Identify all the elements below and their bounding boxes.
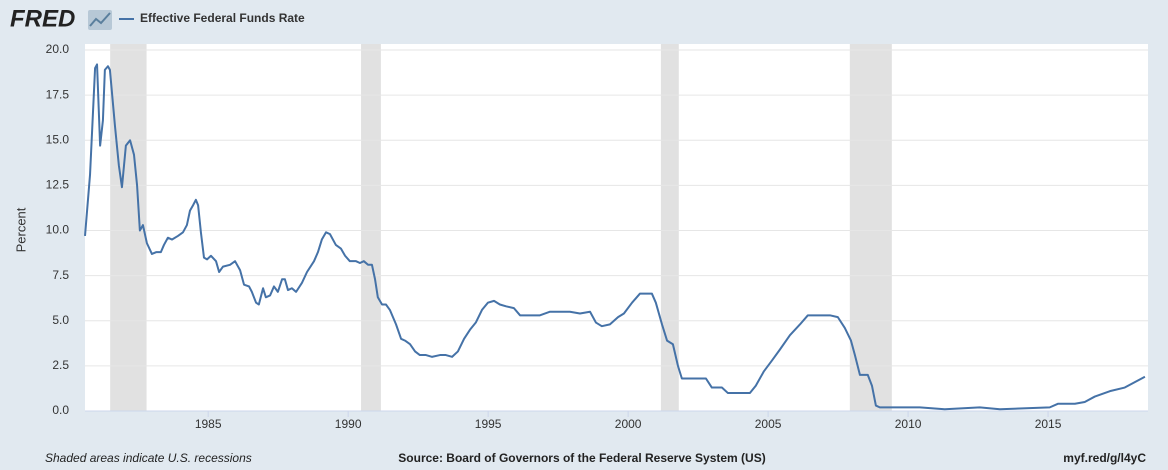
y-tick-label: 17.5 [46, 87, 70, 101]
x-tick-label: 1995 [475, 417, 502, 431]
y-tick-label: 12.5 [46, 178, 70, 192]
x-tick-label: 2000 [615, 417, 642, 431]
recession-band [849, 44, 892, 411]
y-tick-label: 7.5 [52, 268, 69, 282]
x-tick-label: 2010 [895, 417, 922, 431]
source: Source: Board of Governors of the Federa… [398, 451, 765, 465]
x-tick-label: 2015 [1035, 417, 1062, 431]
y-tick-label: 15.0 [46, 132, 70, 146]
y-tick-label: 5.0 [52, 313, 69, 327]
y-axis-label: Percent [13, 207, 28, 252]
logo[interactable]: FRED [10, 5, 75, 32]
series-line [84, 63, 1146, 411]
y-tick-label: 10.0 [46, 223, 70, 237]
plot-area [85, 44, 1148, 411]
link[interactable]: myf.red/g/l4yC [1063, 451, 1146, 465]
y-tick-label: 20.0 [46, 42, 70, 56]
x-tick-label: 1990 [335, 417, 362, 431]
recession-band [361, 44, 381, 411]
logo-icon-line [89, 12, 111, 27]
logo-icon [88, 10, 112, 30]
x-tick-label: 1985 [195, 417, 222, 431]
x-tick-label: 2005 [755, 417, 782, 431]
y-tick-label: 0.0 [52, 403, 69, 417]
footnote: Shaded areas indicate U.S. recessions [45, 451, 252, 465]
recession-band [660, 44, 679, 411]
y-tick-label: 2.5 [52, 358, 69, 372]
legend-label: Effective Federal Funds Rate [140, 11, 305, 25]
